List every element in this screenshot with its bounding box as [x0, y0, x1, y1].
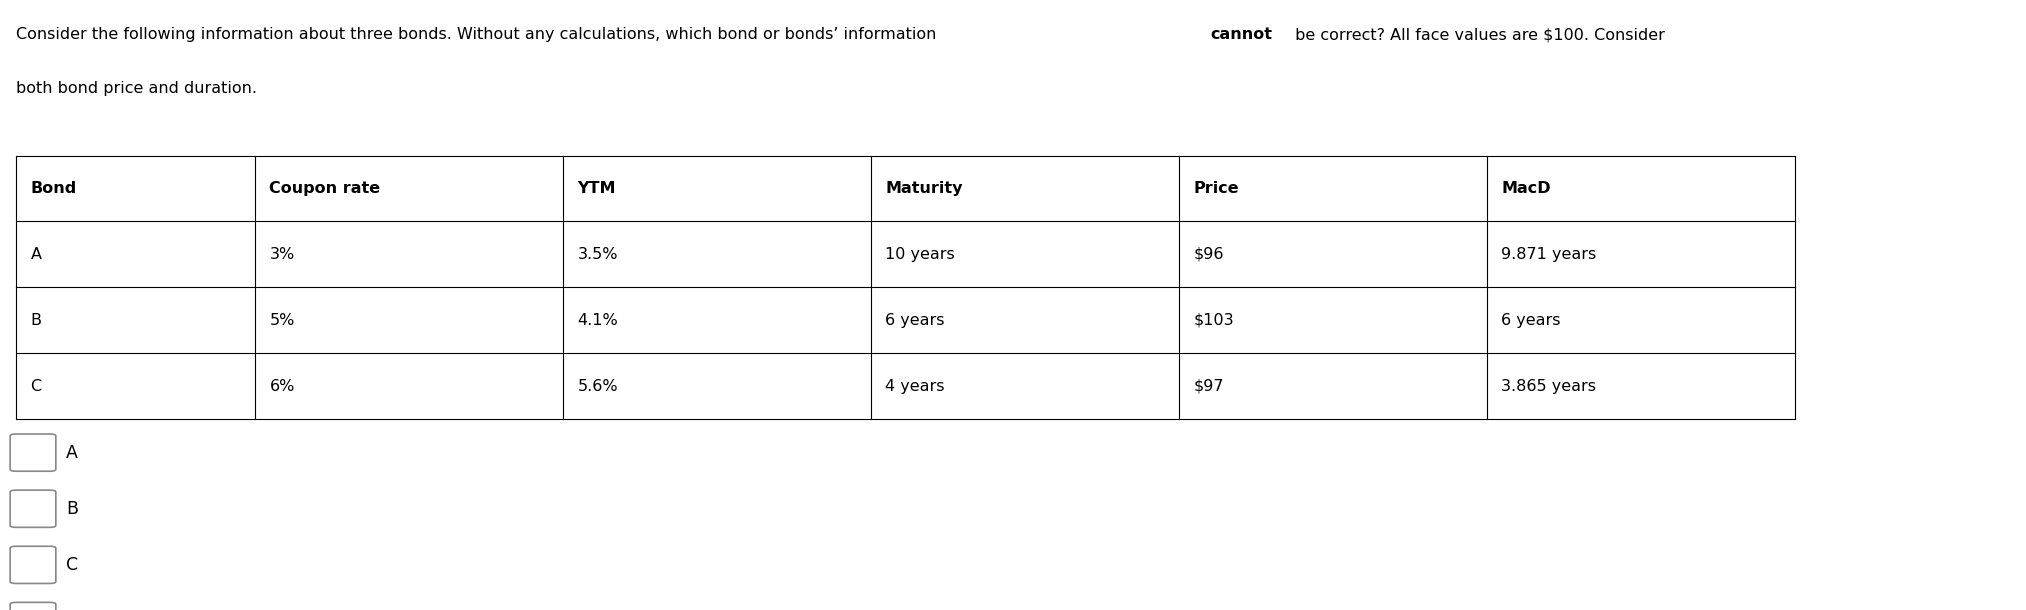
- Text: A: A: [67, 443, 77, 462]
- Text: be correct? All face values are $100. Consider: be correct? All face values are $100. Co…: [1291, 27, 1665, 43]
- Text: Bond: Bond: [30, 181, 77, 196]
- FancyBboxPatch shape: [10, 603, 57, 610]
- Text: 5%: 5%: [269, 313, 296, 328]
- Text: MacD: MacD: [1501, 181, 1550, 196]
- Text: 5.6%: 5.6%: [577, 379, 618, 393]
- Text: Maturity: Maturity: [885, 181, 962, 196]
- Text: Coupon rate: Coupon rate: [269, 181, 381, 196]
- Text: YTM: YTM: [577, 181, 616, 196]
- Text: B: B: [67, 500, 77, 518]
- Text: 9.871 years: 9.871 years: [1501, 247, 1596, 262]
- Text: $96: $96: [1193, 247, 1224, 262]
- Text: C: C: [30, 379, 41, 393]
- Text: A: A: [30, 247, 41, 262]
- Text: Consider the following information about three bonds. Without any calculations, : Consider the following information about…: [16, 27, 942, 43]
- Text: 4 years: 4 years: [885, 379, 944, 393]
- Text: Price: Price: [1193, 181, 1240, 196]
- Text: C: C: [67, 556, 79, 574]
- Text: 3%: 3%: [269, 247, 294, 262]
- Text: $103: $103: [1193, 313, 1234, 328]
- Text: cannot: cannot: [1210, 27, 1272, 43]
- Text: B: B: [30, 313, 41, 328]
- Text: $97: $97: [1193, 379, 1224, 393]
- Text: 3.5%: 3.5%: [577, 247, 618, 262]
- Text: 3.865 years: 3.865 years: [1501, 379, 1596, 393]
- Text: 6 years: 6 years: [1501, 313, 1560, 328]
- Text: 6 years: 6 years: [885, 313, 944, 328]
- Text: 4.1%: 4.1%: [577, 313, 618, 328]
- FancyBboxPatch shape: [10, 490, 57, 527]
- Text: 10 years: 10 years: [885, 247, 954, 262]
- FancyBboxPatch shape: [10, 434, 57, 471]
- Text: both bond price and duration.: both bond price and duration.: [16, 81, 257, 96]
- FancyBboxPatch shape: [10, 547, 57, 583]
- Text: 6%: 6%: [269, 379, 296, 393]
